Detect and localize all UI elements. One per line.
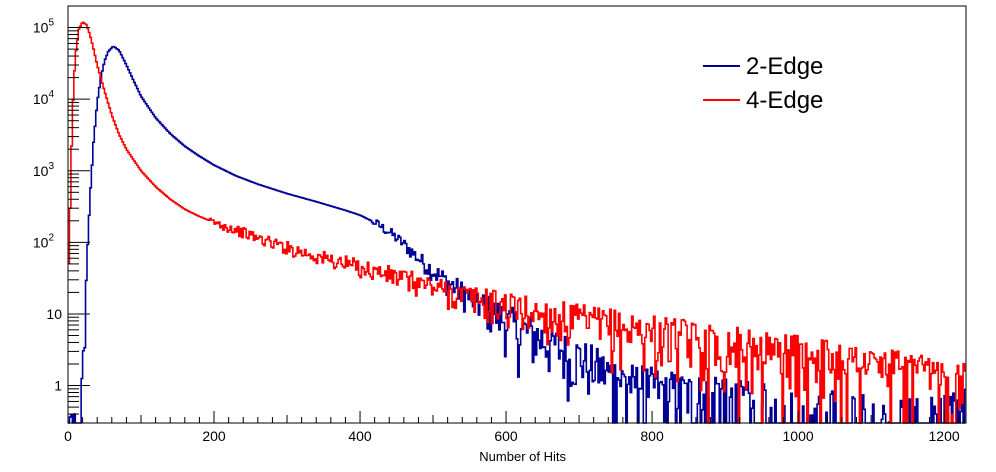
plot-frame [67, 5, 967, 424]
y-tick-label: 102 [33, 232, 55, 250]
y-tick-label: 105 [33, 18, 55, 36]
legend-label-2-edge: 2-Edge [746, 53, 823, 80]
x-tick-label: 800 [640, 428, 664, 444]
x-tick-label: 1200 [929, 428, 960, 444]
x-tick-label: 600 [494, 428, 518, 444]
y-tick-label: 10 [46, 306, 62, 322]
x-tick-label: 200 [202, 428, 226, 444]
x-axis-title: Number of Hits [479, 449, 566, 464]
x-tick-label: 0 [64, 428, 72, 444]
legend-label-4-edge: 4-Edge [746, 87, 823, 114]
series-layer [68, 21, 966, 424]
axis-ticks [67, 5, 960, 424]
x-tick-label: 1000 [783, 428, 814, 444]
y-tick-label: 1 [54, 378, 62, 394]
x-tick-label: 400 [348, 428, 372, 444]
tick-labels: 0 200 400 600 800 1000 1200 1 10 102 103 104 105 [33, 18, 960, 444]
series-line-4-edge [68, 21, 966, 424]
y-tick-label: 104 [33, 89, 55, 107]
y-tick-label: 103 [33, 161, 55, 179]
legend: 2-Edge 4-Edge [703, 53, 823, 114]
